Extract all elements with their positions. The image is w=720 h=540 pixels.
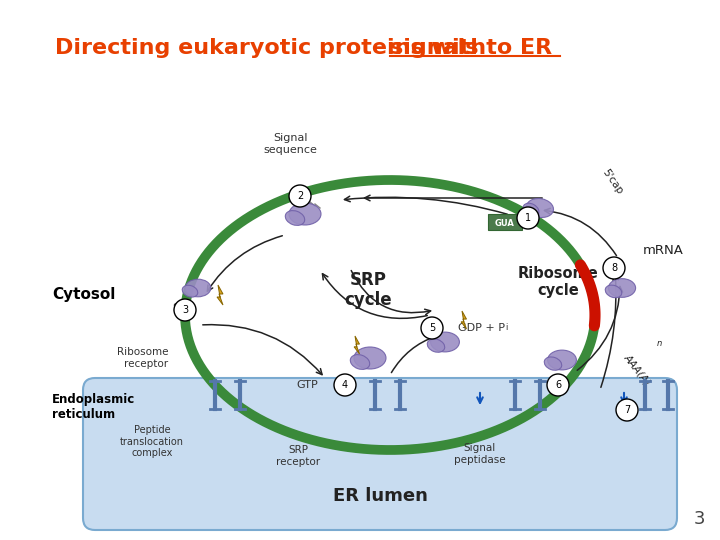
Text: mRNA: mRNA	[643, 244, 684, 256]
Circle shape	[289, 185, 311, 207]
Polygon shape	[354, 336, 359, 354]
Text: Ribosome
cycle: Ribosome cycle	[518, 266, 598, 298]
Ellipse shape	[523, 203, 539, 217]
Text: signals to ER: signals to ER	[390, 38, 552, 58]
Text: 1: 1	[525, 213, 531, 223]
Text: 3: 3	[693, 510, 705, 528]
Text: SRP
cycle: SRP cycle	[344, 271, 392, 309]
Circle shape	[421, 317, 443, 339]
FancyBboxPatch shape	[83, 378, 677, 530]
Text: SRP: SRP	[172, 303, 194, 313]
Text: n: n	[657, 339, 662, 348]
Circle shape	[603, 257, 625, 279]
Circle shape	[334, 374, 356, 396]
Polygon shape	[217, 285, 223, 305]
Text: 5: 5	[429, 323, 435, 333]
Text: reticulum: reticulum	[52, 408, 115, 421]
Text: 4: 4	[342, 380, 348, 390]
Text: SRP
receptor: SRP receptor	[276, 445, 320, 467]
Ellipse shape	[289, 203, 321, 225]
Ellipse shape	[526, 199, 554, 218]
Ellipse shape	[544, 357, 562, 370]
Text: Cytosol: Cytosol	[52, 287, 115, 302]
Circle shape	[517, 207, 539, 229]
Ellipse shape	[182, 285, 198, 297]
Text: 3: 3	[182, 305, 188, 315]
Text: GDP + P: GDP + P	[458, 323, 505, 333]
Text: Signal
peptidase: Signal peptidase	[454, 443, 506, 464]
Ellipse shape	[351, 355, 369, 369]
Ellipse shape	[185, 279, 211, 297]
Ellipse shape	[354, 347, 386, 369]
Polygon shape	[461, 311, 467, 329]
Text: 2: 2	[297, 191, 303, 201]
Circle shape	[616, 399, 638, 421]
Text: ER lumen: ER lumen	[333, 487, 428, 505]
Text: Peptide
translocation
complex: Peptide translocation complex	[120, 425, 184, 458]
Text: Endoplasmic: Endoplasmic	[52, 393, 135, 406]
Text: Ribosome
receptor: Ribosome receptor	[117, 347, 168, 369]
Text: Signal
sequence: Signal sequence	[263, 133, 317, 155]
Text: 8: 8	[611, 263, 617, 273]
Ellipse shape	[427, 339, 445, 352]
Circle shape	[547, 374, 569, 396]
Ellipse shape	[606, 285, 622, 298]
Text: i: i	[505, 323, 508, 332]
Text: AAA(A): AAA(A)	[622, 353, 652, 388]
Ellipse shape	[608, 279, 636, 298]
Text: 7: 7	[624, 405, 630, 415]
Circle shape	[174, 299, 196, 321]
Text: 5'cap: 5'cap	[600, 167, 624, 197]
Text: 6: 6	[555, 380, 561, 390]
Ellipse shape	[285, 211, 305, 225]
Ellipse shape	[431, 332, 459, 352]
FancyBboxPatch shape	[488, 214, 522, 230]
Text: Directing eukaryotic proteins with: Directing eukaryotic proteins with	[55, 38, 494, 58]
Text: GUA: GUA	[495, 219, 515, 227]
Text: GTP: GTP	[296, 380, 318, 390]
Ellipse shape	[548, 350, 577, 370]
